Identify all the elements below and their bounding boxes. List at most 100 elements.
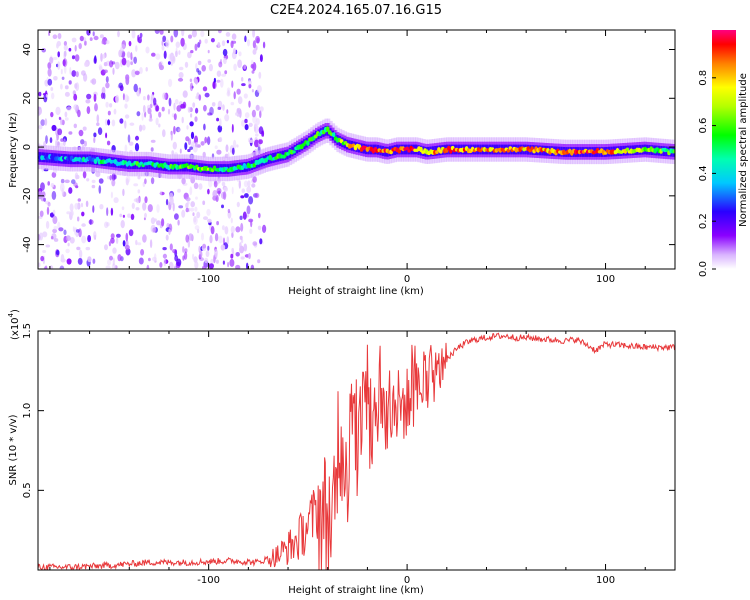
noise-speckle	[135, 45, 138, 52]
noise-speckle	[60, 83, 63, 90]
noise-speckle	[47, 68, 52, 77]
noise-speckle	[172, 249, 177, 254]
noise-speckle	[222, 191, 227, 200]
noise-speckle	[189, 186, 193, 196]
noise-speckle	[77, 198, 82, 202]
noise-speckle	[215, 259, 219, 264]
noise-speckle	[147, 107, 152, 115]
noise-speckle	[77, 257, 83, 265]
noise-speckle	[212, 81, 217, 89]
noise-speckle	[163, 257, 167, 267]
noise-speckle	[193, 216, 197, 223]
noise-speckle	[198, 183, 203, 190]
noise-speckle	[135, 239, 138, 246]
noise-speckle	[154, 253, 157, 261]
noise-speckle	[180, 37, 185, 47]
noise-speckle	[47, 181, 50, 186]
noise-speckle	[86, 106, 91, 115]
noise-speckle	[235, 264, 241, 269]
noise-speckle	[40, 255, 45, 262]
spectrogram-panel: -100 0 100 -40 -20 0 20 40 Height of straight l…	[8, 29, 676, 297]
noise-speckle	[85, 99, 91, 104]
noise-speckle	[243, 180, 249, 188]
noise-speckle	[170, 132, 173, 141]
noise-speckle	[150, 177, 155, 185]
noise-speckle	[255, 104, 260, 111]
noise-speckle	[168, 53, 174, 62]
noise-speckle	[75, 232, 79, 238]
noise-speckle	[139, 67, 143, 74]
noise-speckle	[236, 88, 241, 95]
noise-speckle	[208, 263, 214, 269]
noise-speckle	[235, 112, 238, 116]
noise-speckle	[131, 69, 137, 78]
noise-speckle	[53, 226, 58, 230]
noise-speckle	[111, 119, 116, 127]
noise-speckle	[81, 235, 87, 244]
noise-speckle	[208, 179, 213, 188]
noise-speckle	[250, 264, 255, 269]
noise-speckle	[57, 51, 60, 58]
noise-speckle	[113, 197, 119, 204]
ridge-core	[306, 140, 310, 146]
noise-speckle	[207, 245, 210, 251]
noise-speckle	[198, 39, 202, 45]
noise-speckle	[184, 251, 188, 260]
noise-speckle	[222, 104, 225, 111]
noise-speckle	[256, 85, 262, 94]
noise-speckle	[84, 140, 87, 147]
noise-speckle	[192, 212, 195, 217]
noise-speckle	[246, 205, 251, 215]
noise-speckle	[248, 100, 251, 108]
noise-speckle	[85, 200, 89, 207]
noise-speckle	[111, 61, 116, 65]
noise-speckle	[208, 63, 213, 72]
noise-speckle	[112, 257, 115, 266]
noise-speckle	[119, 213, 123, 218]
noise-speckle	[102, 53, 106, 59]
noise-speckle	[238, 51, 242, 57]
noise-speckle	[214, 145, 218, 149]
noise-speckle	[182, 246, 185, 253]
noise-speckle	[248, 83, 252, 89]
spectrogram-frame	[37, 29, 676, 270]
noise-speckle	[124, 103, 128, 109]
noise-speckle	[68, 47, 72, 52]
noise-speckle	[199, 250, 203, 258]
figure-title: C2E4.2024.165.07.16.G15	[270, 3, 442, 18]
colorbar-gradient	[712, 30, 736, 269]
noise-speckle	[99, 204, 104, 210]
noise-speckle	[50, 236, 54, 240]
noise-speckle	[218, 61, 223, 68]
noise-speckle	[147, 94, 150, 101]
noise-speckle	[213, 180, 218, 188]
noise-speckle	[128, 141, 134, 146]
noise-speckle	[38, 124, 43, 130]
noise-speckle	[203, 123, 206, 131]
noise-speckle	[259, 238, 263, 245]
noise-speckle	[81, 223, 86, 227]
noise-speckle	[81, 211, 85, 217]
noise-speckle	[173, 30, 179, 38]
noise-speckle	[43, 197, 46, 202]
noise-speckle	[141, 112, 144, 121]
noise-speckle	[73, 93, 78, 101]
noise-speckle	[210, 226, 215, 235]
noise-speckle	[96, 114, 100, 123]
noise-speckle	[155, 105, 160, 112]
noise-speckle	[158, 123, 161, 128]
noise-speckle	[241, 188, 246, 193]
noise-speckle	[214, 233, 219, 242]
noise-speckle	[78, 43, 82, 50]
snr-line-area	[38, 332, 675, 570]
noise-speckle	[100, 53, 103, 62]
noise-speckle	[216, 70, 222, 77]
ridge-core	[325, 126, 330, 132]
noise-speckle	[64, 91, 70, 97]
noise-speckle	[142, 202, 147, 211]
noise-speckle	[52, 215, 58, 225]
y-tick-label: 0.5	[22, 482, 33, 498]
noise-speckle	[80, 139, 85, 145]
noise-speckle	[44, 118, 48, 126]
snr-panel: -100 0 100 0.5 1.0 1.5 Height of straight lin…	[7, 309, 676, 596]
